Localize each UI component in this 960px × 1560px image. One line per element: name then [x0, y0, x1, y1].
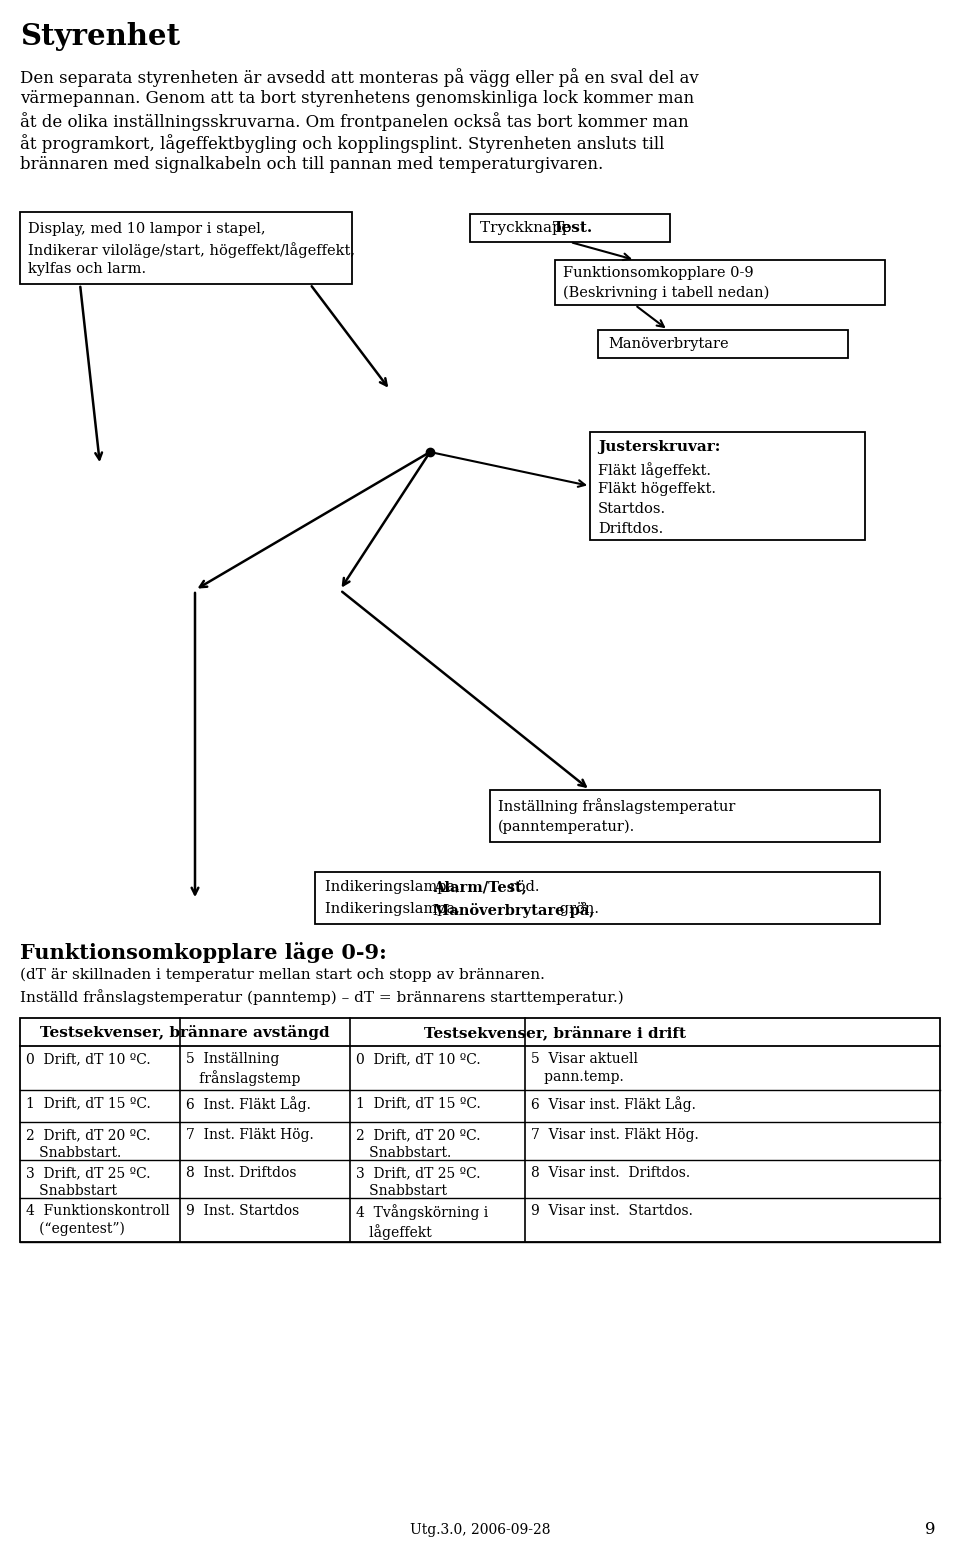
Text: 4  Funktionskontroll
   (“egentest”): 4 Funktionskontroll (“egentest”) [26, 1204, 170, 1237]
Text: 2  Drift, dT 20 ºC.
   Snabbstart.: 2 Drift, dT 20 ºC. Snabbstart. [356, 1128, 481, 1159]
Text: Funktionsomkopplare läge 0-9:: Funktionsomkopplare läge 0-9: [20, 942, 387, 963]
Text: brännaren med signalkabeln och till pannan med temperaturgivaren.: brännaren med signalkabeln och till pann… [20, 156, 603, 173]
Text: åt programkort, lågeffektbygling och kopplingsplint. Styrenheten ansluts till: åt programkort, lågeffektbygling och kop… [20, 134, 664, 153]
Text: Tryckknapp: Tryckknapp [480, 222, 576, 236]
Bar [598, 331, 848, 357]
Text: 1  Drift, dT 15 ºC.: 1 Drift, dT 15 ºC. [356, 1097, 481, 1111]
Text: 4  Tvångskörning i
   lågeffekt: 4 Tvångskörning i lågeffekt [356, 1204, 489, 1240]
Text: Indikeringslampa,: Indikeringslampa, [325, 880, 465, 894]
Text: (Beskrivning i tabell nedan): (Beskrivning i tabell nedan) [563, 285, 769, 301]
Text: Fläkt högeffekt.: Fläkt högeffekt. [598, 482, 716, 496]
Bar [490, 789, 880, 842]
Text: 8  Inst. Driftdos: 8 Inst. Driftdos [186, 1165, 297, 1179]
Text: Testsekvenser, brännare i drift: Testsekvenser, brännare i drift [424, 1025, 686, 1041]
Text: 8  Visar inst.  Driftdos.: 8 Visar inst. Driftdos. [531, 1165, 690, 1179]
Text: röd.: röd. [505, 880, 540, 894]
Text: Manöverbrytare: Manöverbrytare [608, 337, 729, 351]
Text: Driftdos.: Driftdos. [598, 523, 663, 537]
Text: 7  Visar inst. Fläkt Hög.: 7 Visar inst. Fläkt Hög. [531, 1128, 699, 1142]
Text: 9  Visar inst.  Startdos.: 9 Visar inst. Startdos. [531, 1204, 693, 1218]
Text: värmepannan. Genom att ta bort styrenhetens genomskinliga lock kommer man: värmepannan. Genom att ta bort styrenhet… [20, 90, 694, 108]
Text: Styrenhet: Styrenhet [20, 22, 180, 51]
Text: (dT är skillnaden i temperatur mellan start och stopp av brännaren.
Inställd frå: (dT är skillnaden i temperatur mellan st… [20, 969, 624, 1005]
Text: åt de olika inställningsskruvarna. Om frontpanelen också tas bort kommer man: åt de olika inställningsskruvarna. Om fr… [20, 112, 688, 131]
Text: 9: 9 [924, 1521, 935, 1538]
Text: Startdos.: Startdos. [598, 502, 666, 516]
Bar [555, 261, 885, 306]
Bar [470, 214, 670, 242]
Text: Indikerar viloläge/start, högeffekt/lågeffekt,: Indikerar viloläge/start, högeffekt/låge… [28, 242, 355, 257]
Text: Den separata styrenheten är avsedd att monteras på vägg eller på en sval del av: Den separata styrenheten är avsedd att m… [20, 69, 699, 87]
Text: 0  Drift, dT 10 ºC.: 0 Drift, dT 10 ºC. [26, 1051, 151, 1065]
Text: Testsekvenser, brännare avstängd: Testsekvenser, brännare avstängd [40, 1025, 330, 1041]
Text: Display, med 10 lampor i stapel,: Display, med 10 lampor i stapel, [28, 222, 266, 236]
Text: 3  Drift, dT 25 ºC.
   Snabbstart: 3 Drift, dT 25 ºC. Snabbstart [26, 1165, 151, 1198]
Text: 1  Drift, dT 15 ºC.: 1 Drift, dT 15 ºC. [26, 1097, 151, 1111]
Text: Indikeringslampa,: Indikeringslampa, [325, 902, 465, 916]
Text: kylfas och larm.: kylfas och larm. [28, 262, 146, 276]
Text: (panntemperatur).: (panntemperatur). [498, 821, 636, 835]
Text: 5  Inställning
   frånslagstemp: 5 Inställning frånslagstemp [186, 1051, 300, 1086]
Text: 6  Visar inst. Fläkt Låg.: 6 Visar inst. Fläkt Låg. [531, 1097, 696, 1112]
Bar [315, 872, 880, 924]
Bar [20, 212, 352, 284]
Bar [20, 1019, 940, 1242]
Text: 9  Inst. Startdos: 9 Inst. Startdos [186, 1204, 300, 1218]
Text: 7  Inst. Fläkt Hög.: 7 Inst. Fläkt Hög. [186, 1128, 314, 1142]
Text: 2  Drift, dT 20 ºC.
   Snabbstart.: 2 Drift, dT 20 ºC. Snabbstart. [26, 1128, 151, 1159]
Text: 0  Drift, dT 10 ºC.: 0 Drift, dT 10 ºC. [356, 1051, 481, 1065]
Text: 5  Visar aktuell
   pann.temp.: 5 Visar aktuell pann.temp. [531, 1051, 638, 1084]
Text: Alarm/Test,: Alarm/Test, [433, 880, 527, 894]
Text: Fläkt lågeffekt.: Fläkt lågeffekt. [598, 462, 711, 477]
Text: Justerskruvar:: Justerskruvar: [598, 440, 720, 454]
Text: Utg.3.0, 2006-09-28: Utg.3.0, 2006-09-28 [410, 1523, 550, 1537]
Text: grön.: grön. [555, 902, 599, 916]
Bar [590, 432, 865, 540]
Text: 3  Drift, dT 25 ºC.
   Snabbstart: 3 Drift, dT 25 ºC. Snabbstart [356, 1165, 481, 1198]
Text: Funktionsomkopplare 0-9: Funktionsomkopplare 0-9 [563, 267, 754, 279]
Text: 6  Inst. Fläkt Låg.: 6 Inst. Fläkt Låg. [186, 1097, 311, 1112]
Text: Test.: Test. [553, 222, 593, 236]
Text: Inställning frånslagstemperatur: Inställning frånslagstemperatur [498, 799, 735, 814]
Text: Manöverbrytare på,: Manöverbrytare på, [433, 902, 594, 917]
